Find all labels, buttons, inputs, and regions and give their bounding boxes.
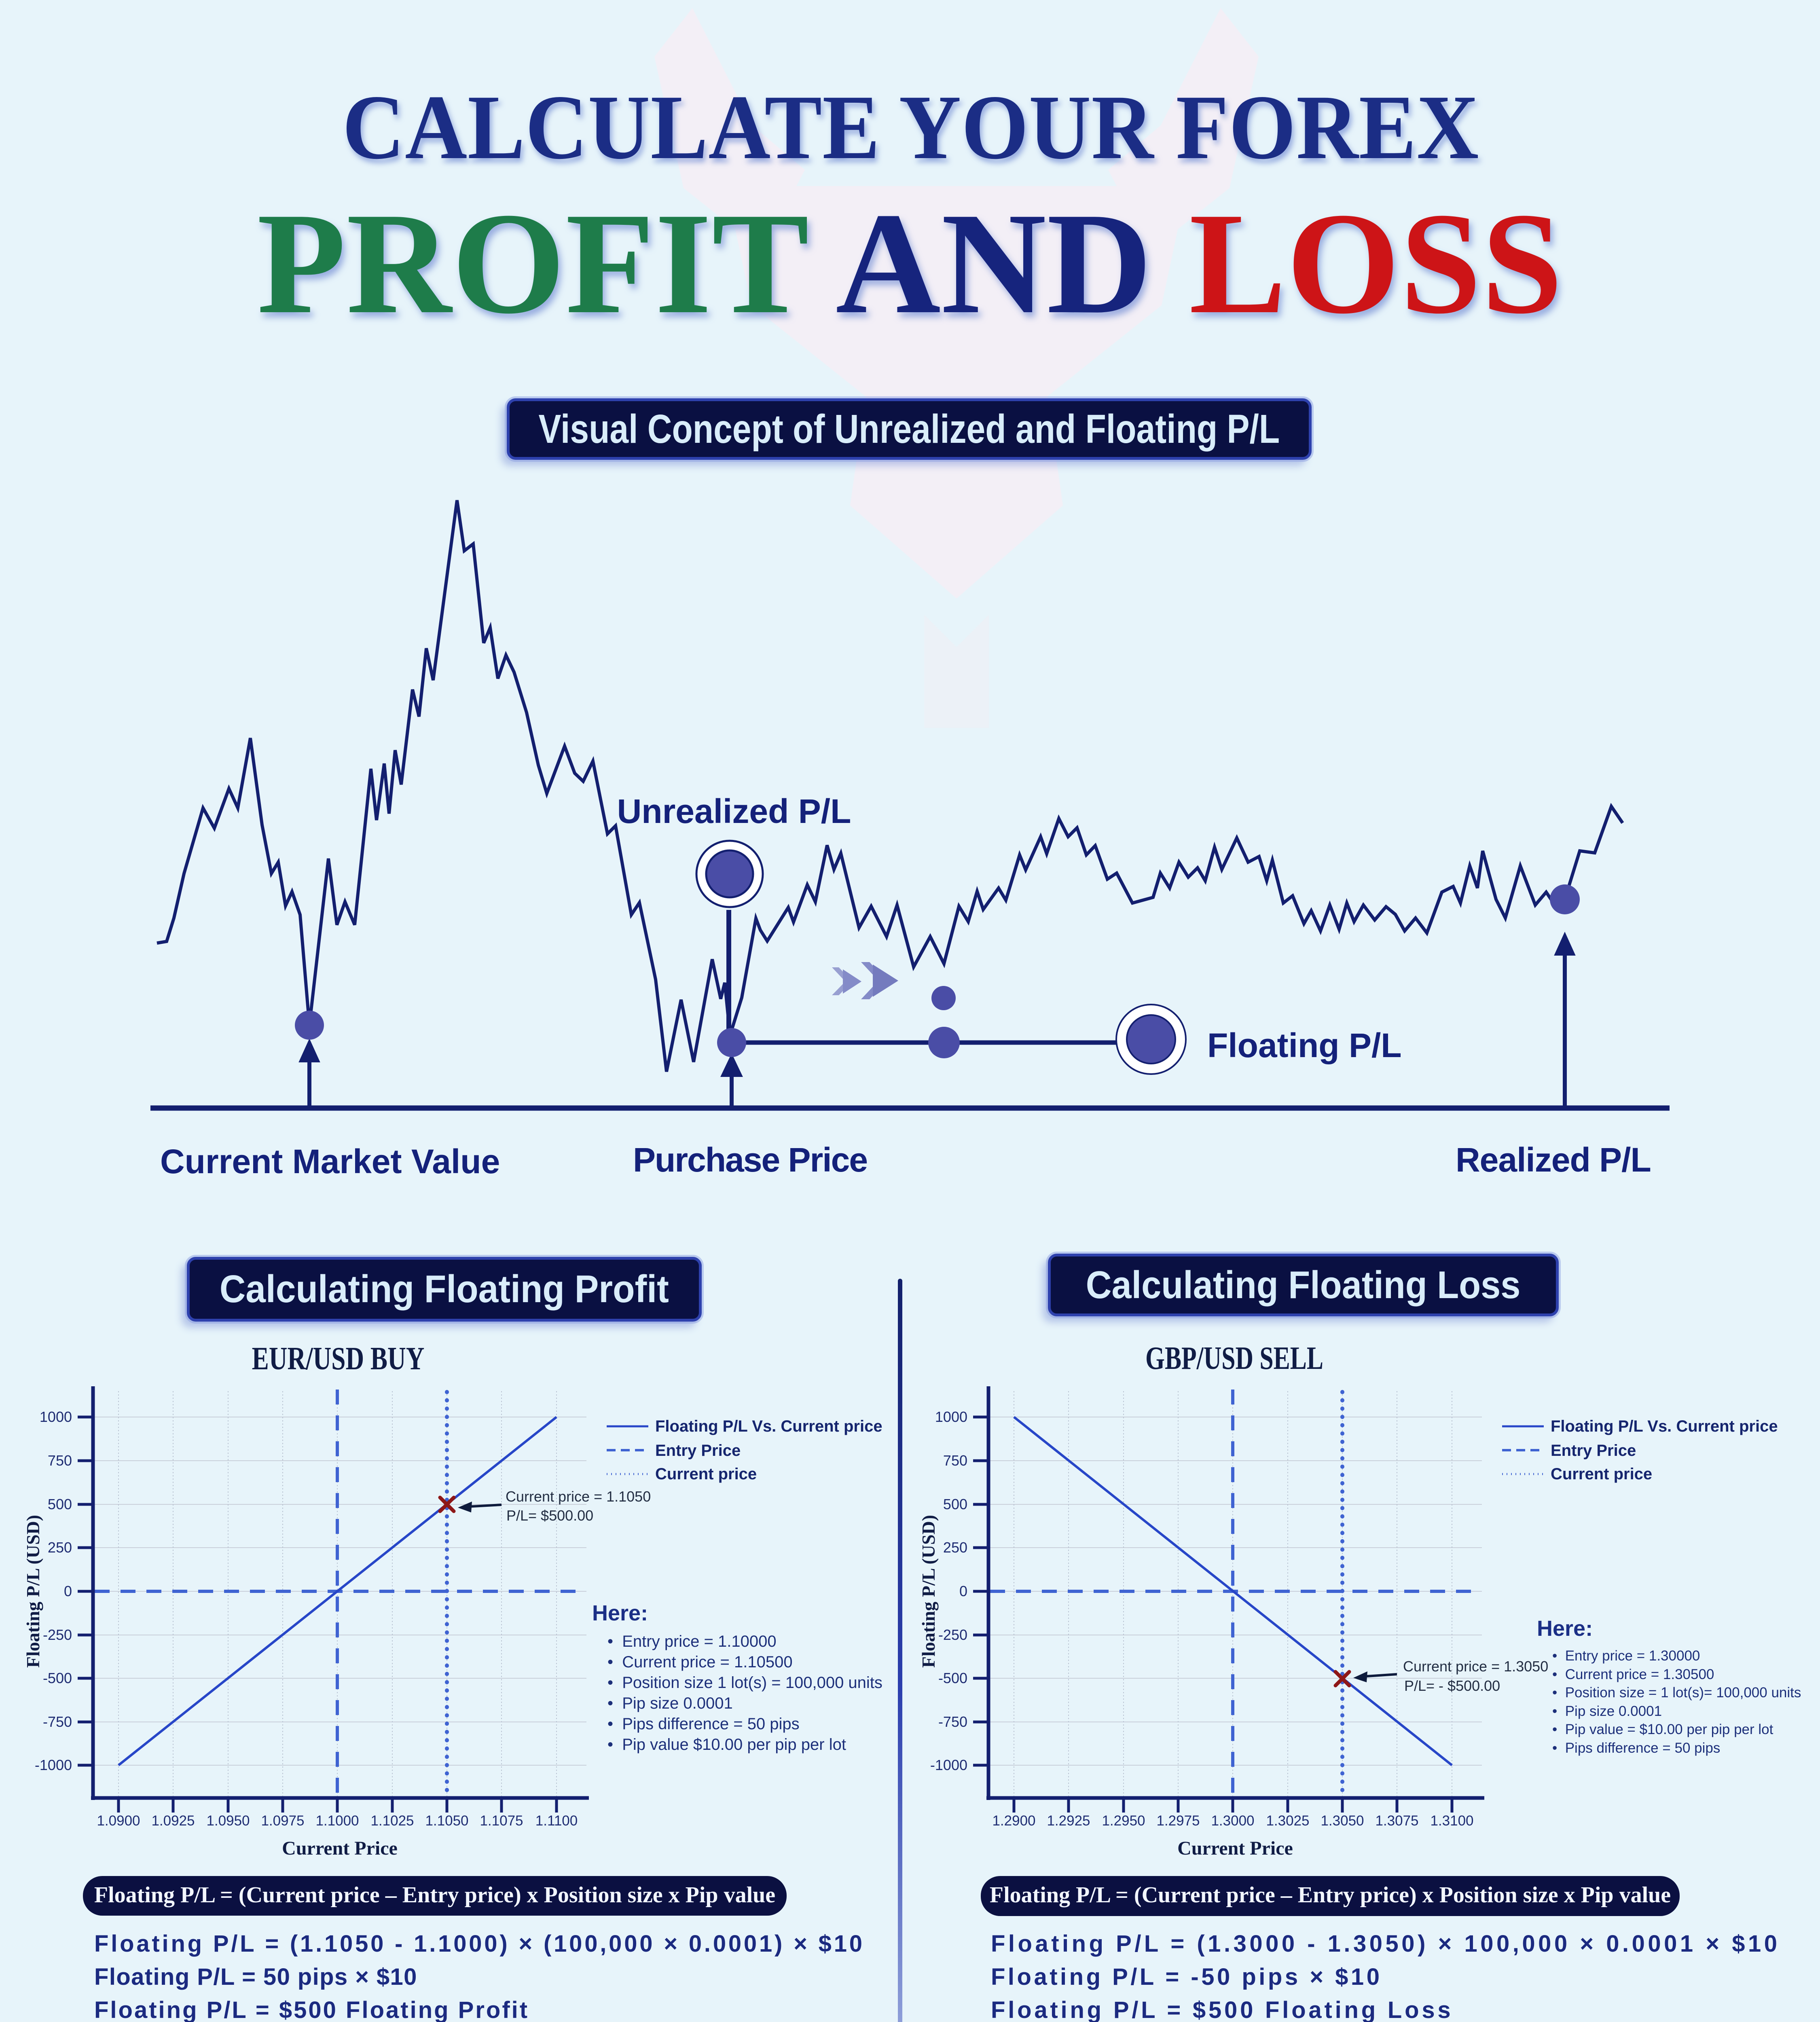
svg-text:1.1075: 1.1075 xyxy=(480,1813,523,1829)
svg-text:1.0900: 1.0900 xyxy=(97,1813,140,1829)
svg-text:-500: -500 xyxy=(938,1670,967,1686)
svg-text:500: 500 xyxy=(48,1496,72,1512)
svg-text:250: 250 xyxy=(943,1539,967,1556)
svg-text:1.1100: 1.1100 xyxy=(535,1813,578,1829)
svg-text:1.1050: 1.1050 xyxy=(425,1813,468,1829)
svg-text:-750: -750 xyxy=(43,1713,72,1730)
svg-text:1.1000: 1.1000 xyxy=(315,1813,359,1829)
svg-text:1.1025: 1.1025 xyxy=(370,1813,414,1829)
svg-text:1000: 1000 xyxy=(935,1409,967,1425)
svg-text:Current price: Current price xyxy=(655,1465,757,1483)
svg-text:1.3025: 1.3025 xyxy=(1266,1813,1309,1829)
svg-text:-750: -750 xyxy=(938,1713,967,1730)
svg-text:1.3075: 1.3075 xyxy=(1375,1813,1418,1829)
svg-text:-250: -250 xyxy=(43,1626,72,1643)
svg-text:Current price = 1.1050: Current price = 1.1050 xyxy=(506,1488,651,1505)
svg-text:1000: 1000 xyxy=(40,1409,72,1425)
svg-text:750: 750 xyxy=(943,1452,967,1469)
svg-text:1.3050: 1.3050 xyxy=(1321,1813,1364,1829)
svg-text:-1000: -1000 xyxy=(35,1757,72,1773)
svg-text:1.2925: 1.2925 xyxy=(1047,1813,1090,1829)
svg-text:Entry Price: Entry Price xyxy=(655,1442,741,1459)
svg-text:Floating P/L Vs. Current price: Floating P/L Vs. Current price xyxy=(1551,1417,1778,1435)
svg-text:1.0925: 1.0925 xyxy=(151,1813,195,1829)
svg-text:Current Price: Current Price xyxy=(282,1838,398,1859)
svg-text:Current price = 1.3050: Current price = 1.3050 xyxy=(1403,1658,1548,1675)
svg-text:750: 750 xyxy=(48,1452,72,1469)
svg-text:Floating P/L Vs. Current price: Floating P/L Vs. Current price xyxy=(655,1417,882,1435)
svg-text:1.3100: 1.3100 xyxy=(1430,1813,1473,1829)
svg-text:0: 0 xyxy=(64,1583,72,1599)
svg-text:1.2975: 1.2975 xyxy=(1156,1813,1200,1829)
svg-text:Current Price: Current Price xyxy=(1177,1838,1293,1859)
svg-text:P/L= $500.00: P/L= $500.00 xyxy=(506,1507,593,1524)
svg-text:1.0950: 1.0950 xyxy=(206,1813,250,1829)
svg-text:1.2950: 1.2950 xyxy=(1102,1813,1145,1829)
svg-text:Current price: Current price xyxy=(1551,1465,1652,1483)
svg-text:1.0975: 1.0975 xyxy=(261,1813,304,1829)
svg-text:-250: -250 xyxy=(938,1626,967,1643)
svg-text:0: 0 xyxy=(959,1583,967,1599)
svg-text:250: 250 xyxy=(48,1539,72,1556)
svg-text:-1000: -1000 xyxy=(930,1757,967,1773)
svg-text:500: 500 xyxy=(943,1496,967,1512)
svg-text:1.2900: 1.2900 xyxy=(992,1813,1035,1829)
svg-text:1.3000: 1.3000 xyxy=(1211,1813,1254,1829)
svg-text:Floating P/L (USD): Floating P/L (USD) xyxy=(918,1515,939,1668)
svg-text:-500: -500 xyxy=(43,1670,72,1686)
svg-text:Floating P/L (USD): Floating P/L (USD) xyxy=(23,1515,43,1668)
svg-text:P/L= - $500.00: P/L= - $500.00 xyxy=(1404,1677,1500,1694)
svg-text:Entry Price: Entry Price xyxy=(1551,1442,1636,1459)
